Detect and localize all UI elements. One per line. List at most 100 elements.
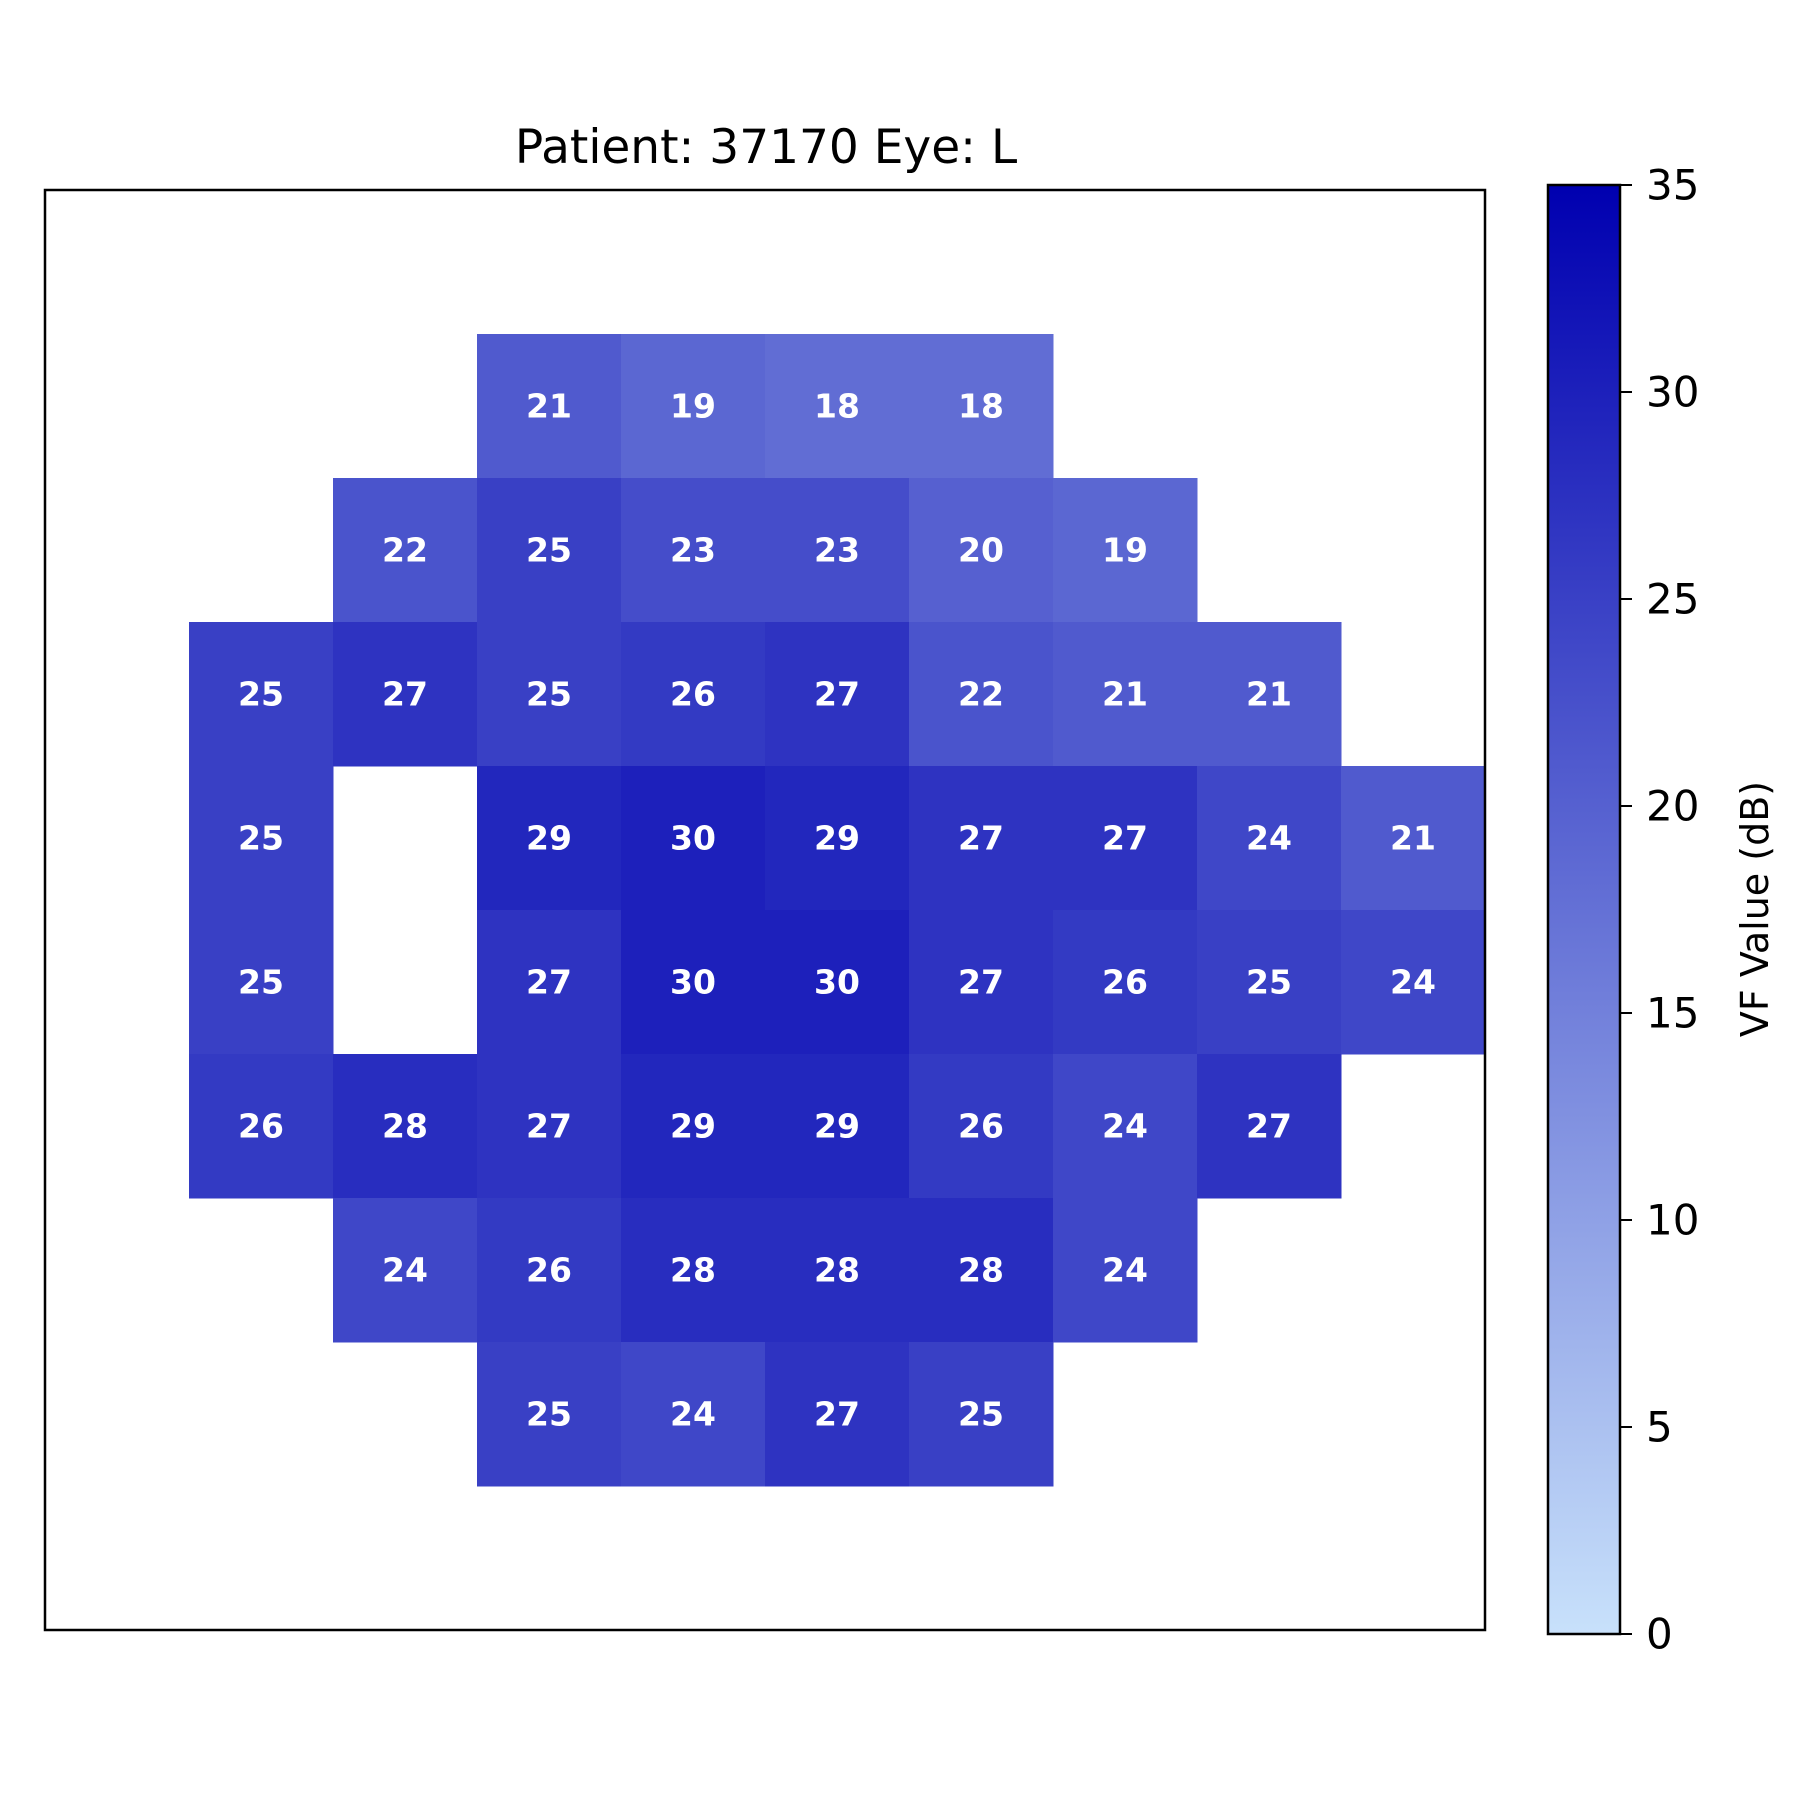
colorbar-tick-label: 35 [1646,161,1699,210]
colorbar-ticks: 0 5 10 15 20 25 30 35 [1620,161,1699,1659]
heatmap-cell-value: 26 [526,1251,572,1290]
heatmap-cell-value: 25 [526,1395,572,1434]
heatmap-cell-value: 28 [814,1251,860,1290]
heatmap-cell [189,1054,334,1199]
colorbar-label: VF Value (dB) [1733,781,1777,1037]
heatmap-cell-value: 27 [814,1395,860,1434]
heatmap-cell [1053,1198,1198,1343]
heatmap-cell [1053,766,1198,911]
heatmap-cell-value: 27 [958,963,1004,1002]
heatmap-cell [477,910,622,1055]
heatmap-cell-value: 29 [814,1107,860,1146]
heatmap-cell-value: 26 [1102,963,1148,1002]
heatmap-cell [333,1198,478,1343]
heatmap-cell [333,622,478,767]
heatmap-cell [765,334,910,479]
heatmap-cell-value: 21 [1390,819,1436,858]
heatmap-cell [621,1198,766,1343]
heatmap-cell-value: 30 [670,963,716,1002]
heatmap-cell [621,334,766,479]
heatmap-cell [909,766,1054,911]
heatmap-cell-value: 19 [670,387,716,426]
heatmap-cell-value: 24 [1102,1107,1148,1146]
heatmap-cell [477,478,622,623]
heatmap-cell [765,910,910,1055]
heatmap-cell-value: 25 [958,1395,1004,1434]
heatmap-cell-value: 24 [1246,819,1292,858]
colorbar-tick-label: 10 [1646,1196,1699,1245]
heatmap-cell-value: 21 [1246,675,1292,714]
heatmap-cell-value: 21 [526,387,572,426]
heatmap-cell-value: 22 [958,675,1004,714]
heatmap-cell-value: 27 [1102,819,1148,858]
heatmap-cell [1053,1054,1198,1199]
heatmap-cell [477,1054,622,1199]
colorbar-tick-label: 15 [1646,989,1699,1038]
heatmap-cell-value: 24 [670,1395,716,1434]
heatmap-cell-value: 25 [238,819,284,858]
colorbar-tick-label: 5 [1646,1403,1673,1452]
heatmap-cell-value: 21 [1102,675,1148,714]
heatmap-cell-value: 20 [958,531,1004,570]
colorbar [1546,183,1622,1636]
heatmap-cell [621,910,766,1055]
heatmap-cell-value: 28 [670,1251,716,1290]
heatmap-cell-value: 29 [814,819,860,858]
heatmap-cell [909,334,1054,479]
heatmap-cell-value: 29 [526,819,572,858]
heatmap-cell [909,478,1054,623]
heatmap-cell [621,1054,766,1199]
heatmap-cell [1197,910,1342,1055]
colorbar-tick-label: 0 [1646,1610,1673,1659]
heatmap-cell [621,1342,766,1487]
colorbar-tick-label: 30 [1646,368,1699,417]
heatmap-cell-value: 24 [1102,1251,1148,1290]
heatmap-cell-value: 23 [670,531,716,570]
heatmap-cell-value: 18 [814,387,860,426]
heatmap-cell [477,622,622,767]
heatmap-cell-value: 27 [526,1107,572,1146]
heatmap-cell [765,1054,910,1199]
heatmap-cell [477,334,622,479]
heatmap-cell [765,622,910,767]
heatmap-cell [909,622,1054,767]
heatmap-cell [333,1054,478,1199]
heatmap-cell [765,1198,910,1343]
heatmap-cell-value: 25 [526,531,572,570]
heatmap-cell-value: 29 [670,1107,716,1146]
heatmap-cell-value: 26 [958,1107,1004,1146]
heatmap-cell-value: 26 [238,1107,284,1146]
heatmap-cell-value: 24 [382,1251,428,1290]
heatmap-cell [765,766,910,911]
heatmap-cell [765,478,910,623]
heatmap-cell [621,478,766,623]
heatmap-cell-value: 23 [814,531,860,570]
heatmap-cell-value: 27 [814,675,860,714]
heatmap-cell [189,910,334,1055]
plot-frame [43,188,1487,1632]
heatmap-cell-value: 27 [382,675,428,714]
heatmap-cell-value: 27 [1246,1107,1292,1146]
heatmap-cell [1197,766,1342,911]
heatmap-cell-value: 30 [814,963,860,1002]
chart-title: Patient: 37170 Eye: L [515,120,1017,175]
heatmap-cell [477,1342,622,1487]
heatmap-cell-value: 25 [238,963,284,1002]
heatmap-cell-value: 30 [670,819,716,858]
heatmap-cell [1053,478,1198,623]
heatmap-cell [765,1342,910,1487]
heatmap-cell-value: 27 [958,819,1004,858]
heatmap-cell [477,1198,622,1343]
heatmap-cell [1341,766,1486,911]
heatmap-cells [189,334,1486,1487]
heatmap-cell-value: 25 [1246,963,1292,1002]
heatmap-cell [1053,910,1198,1055]
heatmap-cell [189,766,334,911]
heatmap-cell-value: 25 [238,675,284,714]
heatmap-cell [333,478,478,623]
heatmap-cell [909,1054,1054,1199]
heatmap-cell-value: 28 [958,1251,1004,1290]
heatmap-cell-value: 26 [670,675,716,714]
heatmap-cell-value: 27 [526,963,572,1002]
